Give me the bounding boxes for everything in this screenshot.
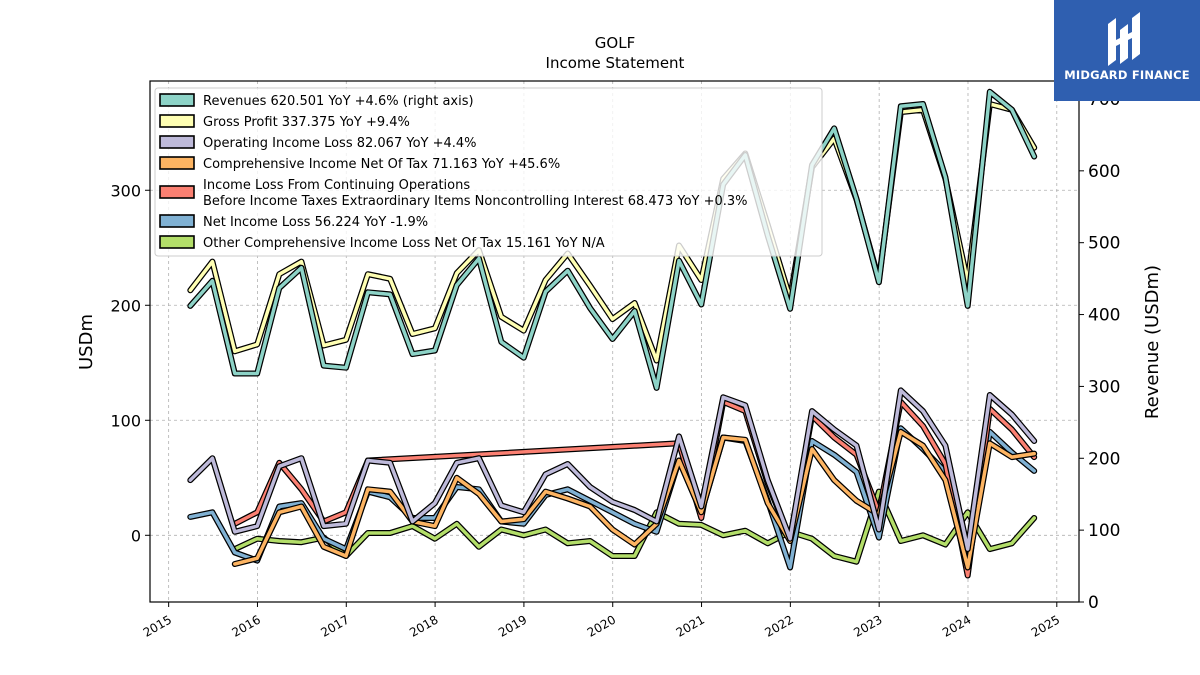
series-2 — [187, 387, 1038, 553]
legend-label-line: Other Comprehensive Income Loss Net Of T… — [203, 236, 605, 251]
x-tick-label: 2016 — [230, 612, 263, 639]
legend-label-line: Comprehensive Income Net Of Tax 71.163 Y… — [203, 157, 560, 172]
logo-mark-icon — [1108, 12, 1140, 66]
x-tick-label: 2015 — [141, 612, 174, 639]
y2-tick-label: 300 — [1088, 377, 1120, 397]
legend-label: Gross Profit 337.375 YoY +9.4% — [203, 115, 410, 130]
series-line — [188, 388, 1036, 551]
legend-label-line: Revenues 620.501 YoY +4.6% (right axis) — [203, 94, 474, 109]
y2-tick-label: 100 — [1088, 521, 1120, 541]
chart-title: GOLF — [595, 34, 635, 52]
y2-tick-label: 0 — [1088, 593, 1099, 613]
x-tick-label: 2019 — [496, 612, 529, 639]
x-tick-label: 2023 — [851, 612, 884, 639]
chart-subtitle: Income Statement — [546, 54, 685, 72]
x-tick-label: 2018 — [407, 612, 440, 639]
series-0 — [187, 88, 1038, 391]
y-tick-label: 200 — [110, 296, 141, 315]
legend-label: Comprehensive Income Net Of Tax 71.163 Y… — [203, 157, 560, 172]
legend-swatch — [159, 114, 195, 128]
legend-label-line: Income Loss From Continuing Operations — [203, 178, 470, 193]
legend-label: Revenues 620.501 YoY +4.6% (right axis) — [203, 94, 474, 109]
legend-box — [154, 87, 823, 257]
series-6 — [231, 488, 1038, 565]
series-line — [233, 489, 1036, 564]
series-3 — [231, 428, 1038, 571]
y2-tick-label: 500 — [1088, 234, 1120, 254]
legend-swatch — [159, 93, 195, 107]
x-tick-label: 2024 — [940, 612, 973, 639]
x-tick-label: 2021 — [674, 612, 707, 639]
legend-label: Other Comprehensive Income Loss Net Of T… — [203, 236, 605, 251]
legend-label-line: Before Income Taxes Extraordinary Items … — [203, 194, 748, 209]
logo-text: MIDGARD FINANCE — [1064, 68, 1190, 82]
y2-tick-label: 600 — [1088, 162, 1120, 182]
legend-label: Net Income Loss 56.224 YoY -1.9% — [203, 215, 428, 230]
legend-label-line: Operating Income Loss 82.067 YoY +4.4% — [203, 136, 477, 151]
legend-swatch — [159, 185, 195, 199]
y-axis-label: USDm — [76, 314, 97, 370]
x-tick-label: 2022 — [762, 612, 795, 639]
y2-axis-label: Revenue (USDm) — [1142, 265, 1163, 419]
x-tick-label: 2017 — [318, 612, 351, 639]
series-line — [233, 430, 1036, 570]
y2-tick-label: 400 — [1088, 306, 1120, 326]
series-line — [188, 90, 1036, 390]
y-tick-label: 300 — [110, 181, 141, 200]
legend-swatch — [159, 214, 195, 228]
legend-label-line: Net Income Loss 56.224 YoY -1.9% — [203, 215, 428, 230]
legend: Revenues 620.501 YoY +4.6% (right axis) G… — [154, 87, 823, 257]
y-tick-label: 0 — [131, 526, 141, 545]
legend-swatch — [159, 235, 195, 249]
x-tick-label: 2020 — [585, 612, 618, 639]
x-tick-label: 2025 — [1029, 612, 1062, 639]
legend-label-line: Gross Profit 337.375 YoY +9.4% — [203, 115, 410, 130]
legend-swatch — [159, 135, 195, 149]
legend-swatch — [159, 156, 195, 170]
plot-frame — [149, 80, 1080, 603]
brand-logo: MIDGARD FINANCE — [1054, 0, 1200, 101]
y2-tick-label: 200 — [1088, 449, 1120, 469]
legend-label: Income Loss From Continuing Operations Be… — [203, 178, 748, 209]
y-tick-label: 100 — [110, 411, 141, 430]
legend-label: Operating Income Loss 82.067 YoY +4.4% — [203, 136, 477, 151]
series-layer — [187, 88, 1038, 579]
